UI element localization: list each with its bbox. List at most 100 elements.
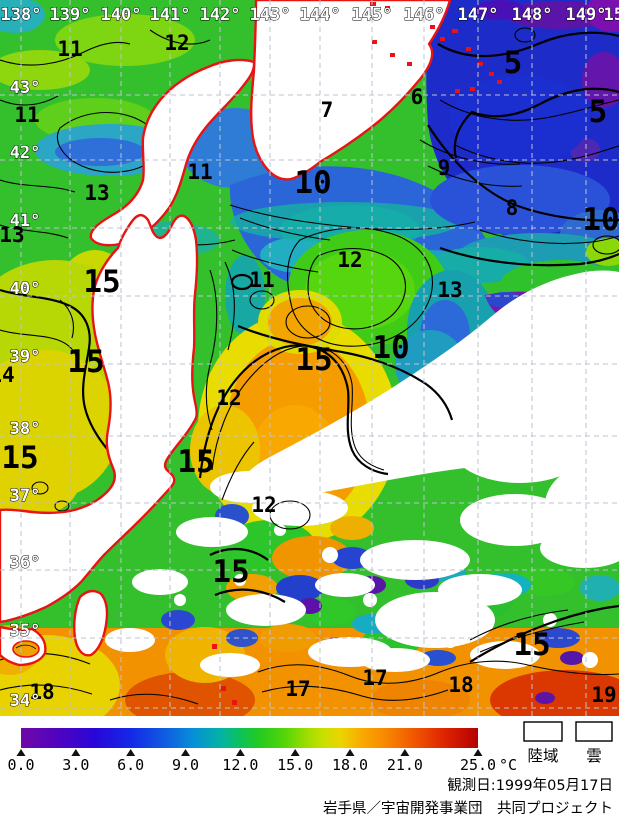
colorbar-tick-mark [345,749,355,756]
longitude-label: 149° [566,5,607,25]
legend-swatch-land [523,721,563,742]
temp-contour-label: 12 [164,31,189,55]
minor-contours [0,27,619,705]
temp-contour-label: 15 [177,444,214,480]
coast-flag-specks [212,2,502,705]
sea-patch [125,672,255,716]
sea-patch [586,238,619,266]
colorbar-tick-mark [290,749,300,756]
latitude-label: 42° [10,143,41,163]
longitude-label: 144° [300,5,341,25]
temp-contour-label: 10 [372,330,409,366]
sea-patch [0,440,80,520]
longitude-label: 143° [250,5,291,25]
temp-contour-label: 15 [513,627,550,663]
temp-contour-label: 15 [212,554,249,590]
temp-contour-label: 11 [14,103,39,127]
land-honshu [0,213,199,624]
latitude-label: 37° [10,486,41,506]
temp-contour-label: 15 [295,342,332,378]
cloud [200,653,260,677]
colorbar-tick-mark [235,749,245,756]
colorbar-unit: °C [499,756,517,774]
temp-contour-label: 18 [448,673,473,697]
cloud-masses [105,270,619,677]
cloud [105,628,155,652]
cloud [132,569,188,595]
latitude-label: 35° [10,621,41,641]
latitude-label: 38° [10,419,41,439]
temp-contour-label: 11 [57,37,82,61]
temp-contour-label: 8 [506,196,519,220]
longitude-label: 142° [200,5,241,25]
longitude-label: 141° [150,5,191,25]
temp-contour-label: 9 [438,156,451,180]
latitude-labels: 43° 42° 41° 40° 39° 38° 37° 36° 35° 34° [9,78,41,712]
colorbar-tick-mark [181,749,191,756]
temp-contour-label: 10 [294,165,331,201]
colorbar-tick-label: 21.0 [387,756,423,774]
land-masses [0,0,452,667]
colorbar-tick-mark [16,749,26,756]
warm-bay-patch [12,640,40,658]
sea-patch [330,516,374,540]
colorbar-tick-mark [473,749,483,756]
longitude-labels: 138° 139° 140° 141° 142° 143° 144° 145° 146° 147°… [0,5,619,26]
temp-contour-label: 5 [504,45,523,81]
colorbar-tick-label: 15.0 [277,756,313,774]
cloud [460,494,570,546]
temp-contour-label: 10 [582,202,619,238]
cloud [438,574,522,606]
colorbar-tick-mark [126,749,136,756]
cloud [360,648,430,672]
temp-contour-label: 18 [29,680,54,704]
latitude-label: 43° [10,78,41,98]
land-hokkaido [249,0,452,181]
colorbar-tick-label: 0.0 [7,756,34,774]
major-contours [0,31,619,663]
sea-patch [582,52,619,108]
cloud [442,632,458,648]
longitude-label: 139° [50,5,91,25]
longitude-label: 146° [404,5,445,25]
cloud [560,280,619,390]
sea-patch [580,575,619,601]
longitude-label: 145° [352,5,393,25]
colorbar-ticks: 0.0 3.0 6.0 9.0 12.0 15.0 18.0 21.0 25.0 [7,749,496,774]
land-oshima-peninsula [89,58,256,247]
sea-patch [226,629,258,647]
sea-patch [268,298,332,346]
sea-patch [560,651,584,665]
longitude-label: 138° [1,5,42,25]
latitude-label: 36° [10,553,41,573]
longitude-label: 148° [512,5,553,25]
colorbar-tick-label: 12.0 [222,756,258,774]
sea-patch [55,14,195,66]
temp-contour-label: 13 [437,278,462,302]
legend: 陸域 雲 [523,721,613,765]
temp-contour-label: 6 [411,85,424,109]
map-area: 11 12 11 13 11 7 6 5 5 9 8 10 10 12 11 13 13 15 15 14 15 10 12… [0,0,619,716]
temp-contour-label: 19 [591,683,616,707]
colorbar-tick-label: 25.0 [460,756,496,774]
footer-panel: 0.0 3.0 6.0 9.0 12.0 15.0 18.0 21.0 25.0 °C 陸域 雲… [0,716,619,820]
sea-patch [535,692,555,704]
observation-date: 観測日:1999年05月17日 [447,777,613,794]
sea-patch [225,255,265,335]
cloud [226,594,306,626]
cloud [322,547,338,563]
latitude-label: 40° [10,279,41,299]
sea-patch [161,610,195,630]
temp-contour-label: 12 [337,248,362,272]
colorbar-tick-mark [71,749,81,756]
colorbar-tick-label: 3.0 [62,756,89,774]
temp-contour-label: 17 [285,677,310,701]
colorbar-tick-label: 6.0 [117,756,144,774]
colorbar [21,728,478,748]
credit-line: 岩手県／宇宙開発事業団 共同プロジェクト [323,800,613,817]
legend-swatch-cloud [575,721,613,742]
sea-patch [490,670,619,716]
temperature-contours [0,27,619,705]
longitude-label: 147° [458,5,499,25]
cloud [274,524,286,536]
